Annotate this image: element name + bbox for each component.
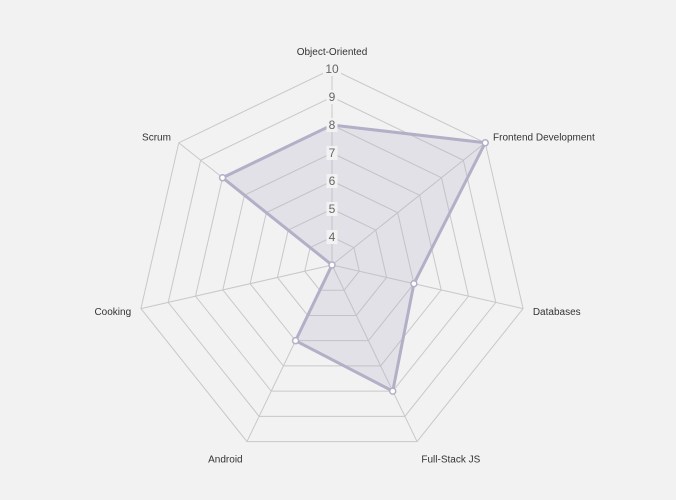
tick-label: 8	[329, 118, 336, 132]
grid-ring-7	[222, 152, 442, 367]
data-point-frontend-development	[481, 139, 489, 147]
grid-spoke	[331, 142, 486, 266]
axis-label-full-stack-js: Full-Stack JS	[421, 455, 480, 466]
tick-label: 7	[329, 146, 336, 160]
tick-label-bg	[323, 62, 341, 76]
data-point-android	[291, 336, 300, 345]
tick-label-bg	[326, 174, 338, 188]
series-layer	[218, 121, 489, 395]
axis-label-databases: Databases	[533, 307, 581, 318]
axis-label-cooking: Cooking	[94, 307, 131, 318]
axis-label-object-oriented: Object-Oriented	[297, 47, 368, 58]
tick-label: 6	[329, 174, 336, 188]
tick-label-bg	[326, 118, 338, 132]
data-point-scrum	[218, 173, 227, 182]
series-area	[219, 123, 488, 394]
tick-label-bg	[326, 230, 338, 244]
axis-label-frontend-development: Frontend Development	[493, 133, 595, 144]
grid-ring-6	[249, 180, 415, 342]
grid-ring-9	[167, 96, 497, 417]
data-point-full-stack-js	[388, 387, 397, 395]
grid-ring-10	[140, 68, 524, 443]
tick-label-bg	[326, 146, 338, 160]
data-point-cooking	[328, 261, 336, 269]
tick-label-bg	[326, 90, 338, 104]
grid-ring-5	[276, 208, 388, 316]
axis-label-android: Android	[208, 455, 242, 466]
grid-ring-8	[194, 124, 470, 392]
axis-label-scrum: Scrum	[142, 133, 171, 144]
data-point-databases	[410, 279, 418, 288]
grid-spoke	[140, 264, 333, 310]
axis-label-layer: Object-Oriented Frontend Development Datab…	[94, 47, 595, 466]
tick-label: 4	[329, 230, 336, 244]
tick-label: 5	[329, 202, 336, 216]
grid-ring-4	[304, 236, 360, 291]
tick-label: 9	[329, 90, 336, 104]
tick-label-bg	[326, 202, 338, 216]
grid-spoke	[331, 264, 418, 442]
tick-layer: 4 5 6 7 8 9 10	[323, 62, 341, 244]
grid-spoke	[331, 264, 524, 310]
tick-label: 10	[325, 62, 339, 76]
